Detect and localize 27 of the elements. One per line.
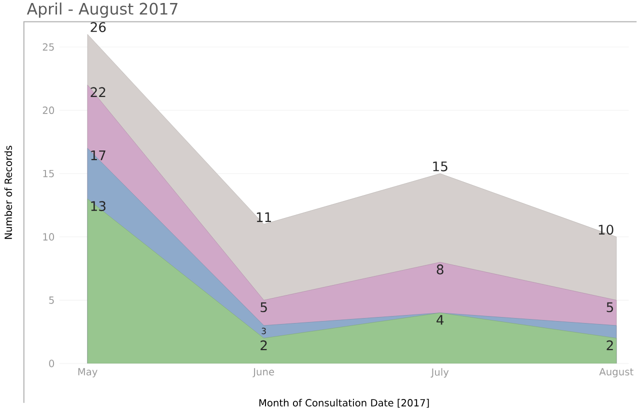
data-label: 13 xyxy=(91,201,106,212)
data-label: 2 xyxy=(606,340,613,350)
data-label: 26 xyxy=(90,22,106,32)
data-label: 22 xyxy=(90,87,106,97)
x-tick-label: June xyxy=(252,368,274,378)
chart-title: April - August 2017 xyxy=(26,2,178,18)
y-tick-label: 15 xyxy=(43,170,54,178)
data-label: 8 xyxy=(436,264,444,274)
x-tick-label: July xyxy=(430,368,449,378)
data-label: 15 xyxy=(433,162,448,172)
y-axis-title: Number of Records xyxy=(4,146,12,239)
data-label: 5 xyxy=(260,302,267,312)
data-label: 4 xyxy=(436,315,444,325)
x-tick-label: August xyxy=(599,368,634,378)
x-axis-title: Month of Consultation Date [2017] xyxy=(259,398,429,408)
data-label: 11 xyxy=(256,212,271,222)
y-tick-label: 10 xyxy=(43,233,54,241)
y-tick-label: 5 xyxy=(49,296,54,304)
data-label: 5 xyxy=(606,302,614,312)
y-tick-label: 25 xyxy=(42,43,54,51)
data-label: 17 xyxy=(91,150,106,160)
data-label: 2 xyxy=(260,340,267,350)
data-label: 10 xyxy=(598,224,614,235)
y-tick-label: 20 xyxy=(42,106,54,114)
x-tick-label: May xyxy=(78,368,98,378)
data-label: 3 xyxy=(262,328,266,334)
y-tick-label: 0 xyxy=(49,360,54,368)
